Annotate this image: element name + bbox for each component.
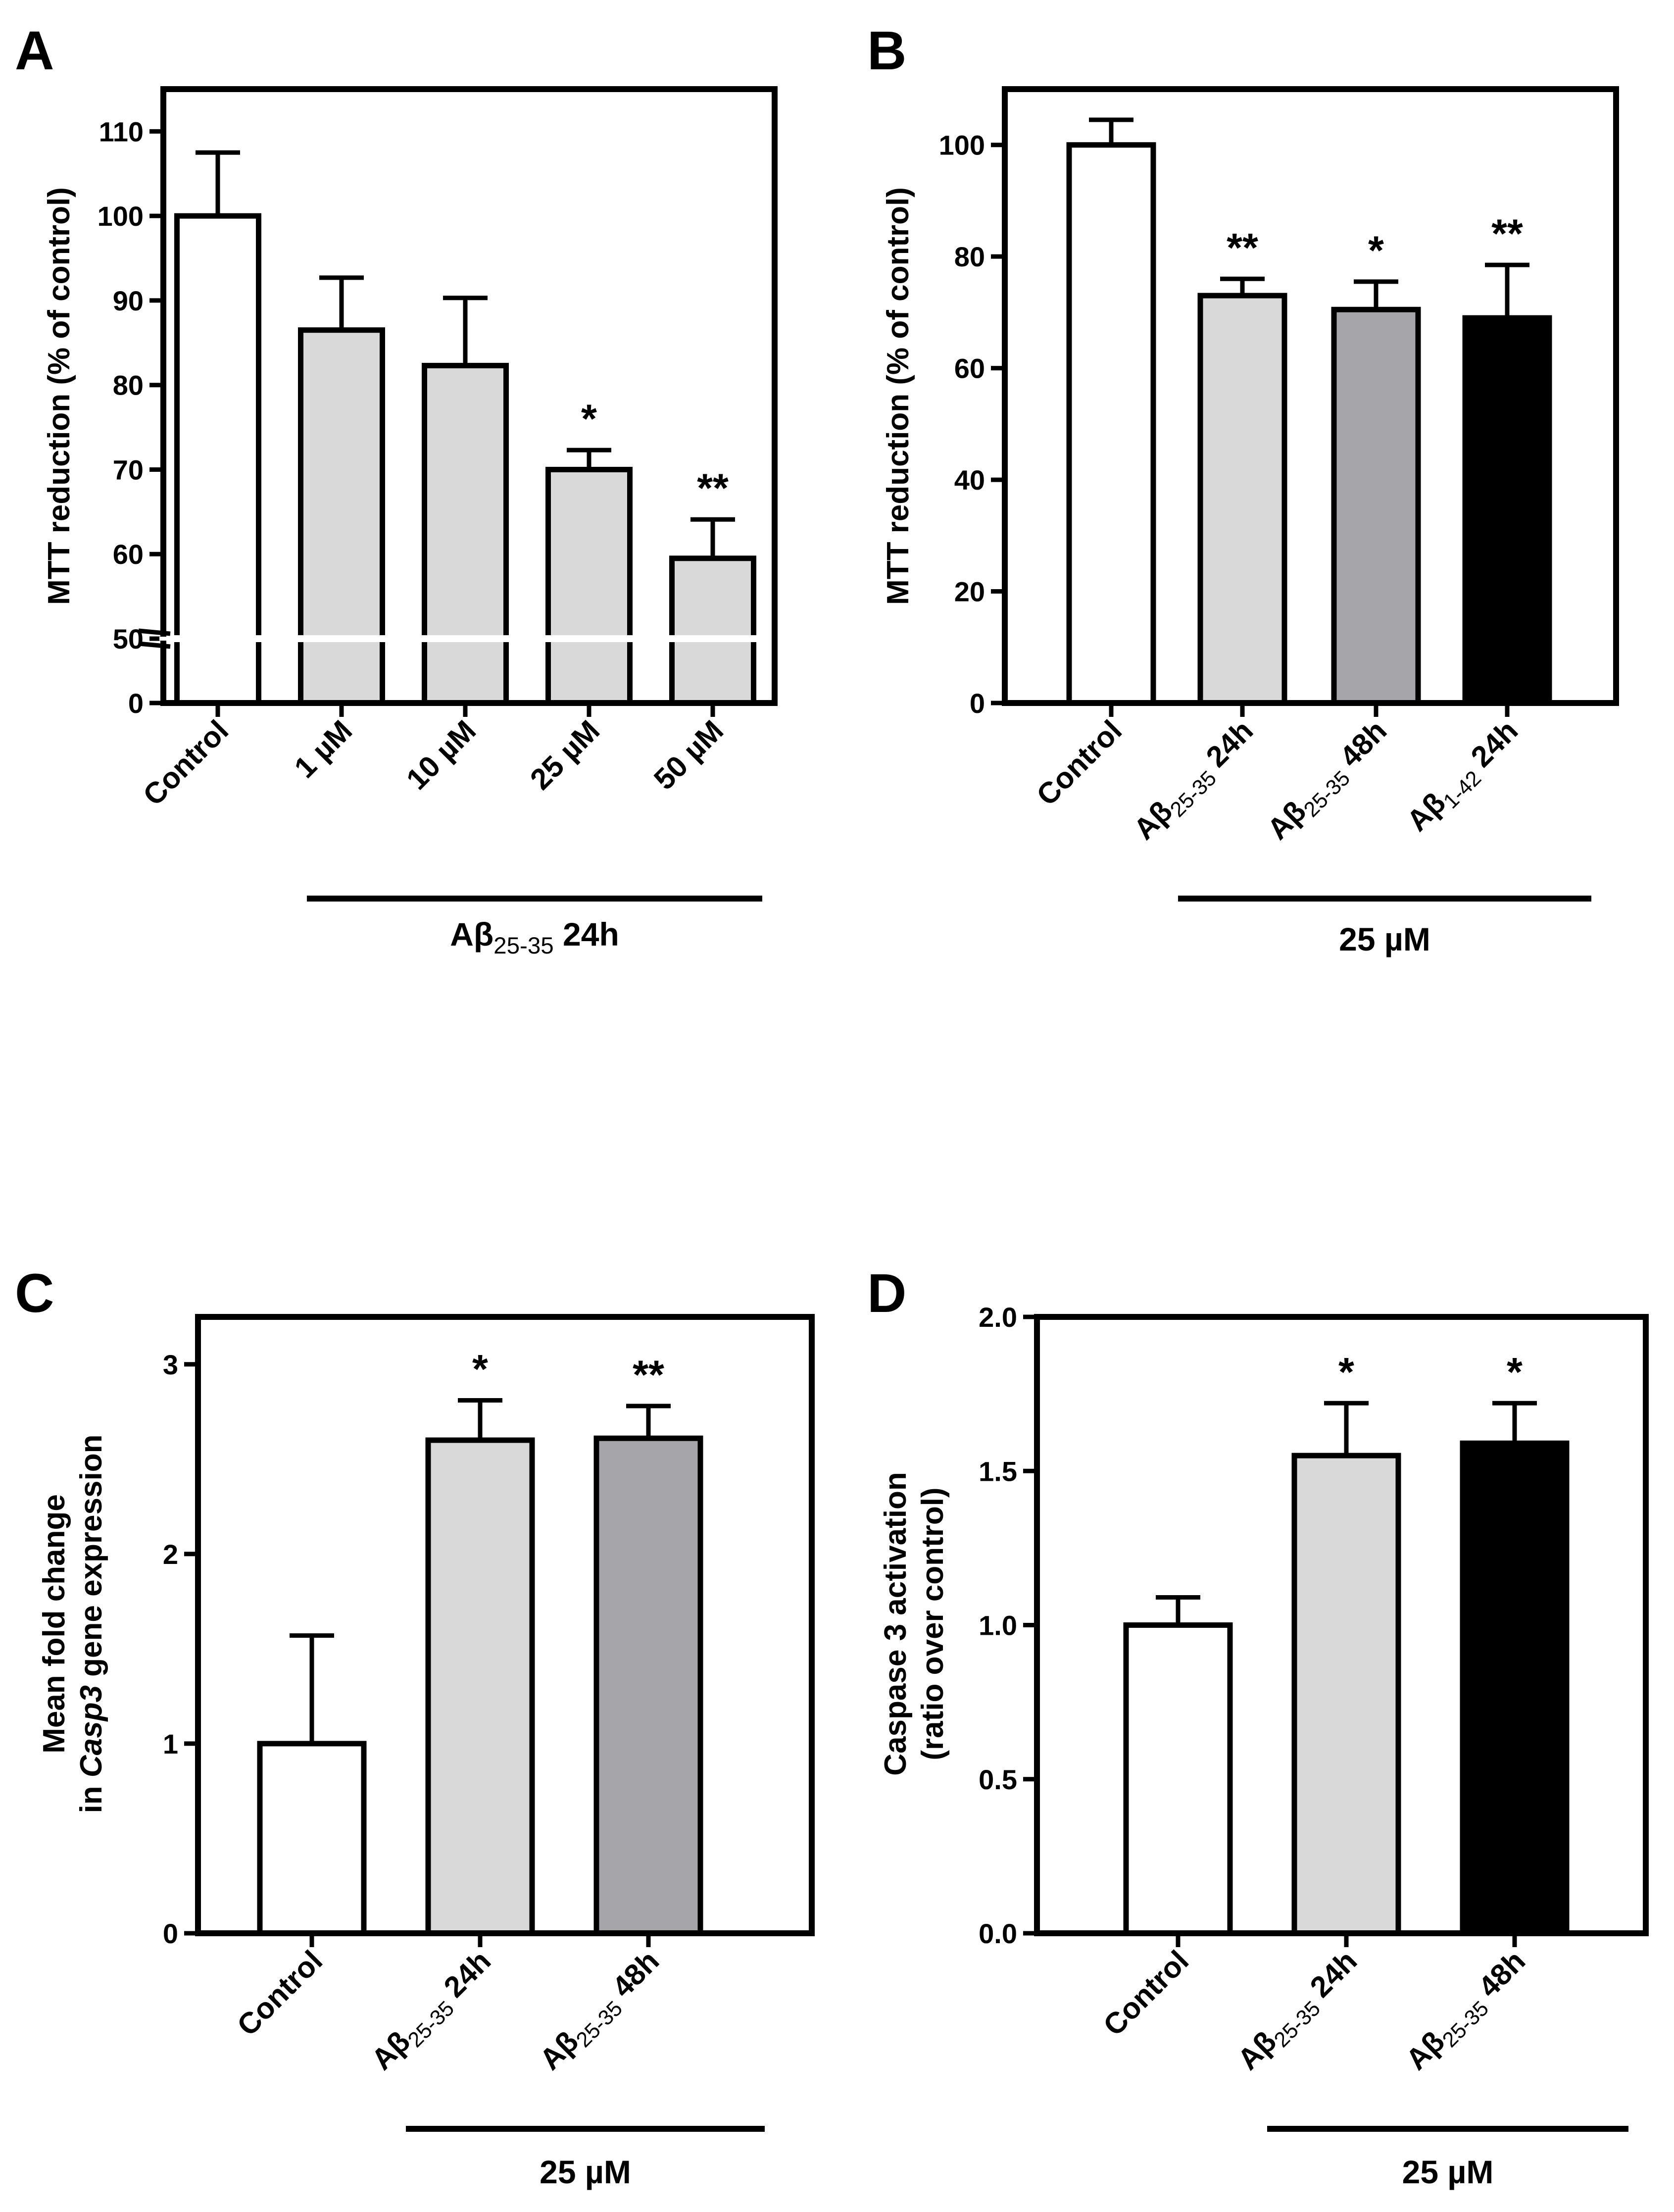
panel-letter-d: D: [867, 1263, 906, 1324]
y-tick-label: 80: [954, 241, 985, 272]
x-category-label: Control: [1097, 1944, 1195, 2042]
x-category-label: Aβ25-35 24h: [365, 1944, 501, 2080]
y-tick-label: 40: [954, 464, 985, 496]
panel-d: * * 0.0 0.5 1.0 1.5 2.0 Caspase 3 activation (ra…: [879, 1302, 1649, 2190]
y-tick-label: 110: [99, 116, 144, 147]
y-axis-label: MTT reduction (% of control): [42, 187, 76, 605]
bar: [1197, 293, 1287, 706]
axis-break-mark: [138, 628, 171, 636]
y-tick-label: 1.0: [979, 1610, 1017, 1641]
y-tick-label: 0.0: [979, 1918, 1017, 1949]
y-tick-label: 0.5: [979, 1764, 1017, 1795]
panel-letter-a: A: [15, 20, 54, 81]
y-tick-label: 1.5: [979, 1456, 1017, 1487]
x-category-label: 50 µM: [647, 714, 730, 796]
significance-marker: *: [1368, 228, 1384, 273]
bar: [298, 327, 385, 706]
bar: [593, 1435, 703, 1936]
y-tick-label: 2.0: [979, 1302, 1017, 1333]
y-tick-label: 100: [939, 130, 985, 161]
bar: [425, 1437, 535, 1936]
significance-marker: *: [472, 1347, 488, 1392]
x-category-label: 10 µM: [400, 714, 482, 796]
y-tick-label: 0: [970, 688, 985, 719]
x-category-label: Control: [231, 1944, 329, 2042]
y-tick-label: 90: [113, 285, 144, 316]
y-tick-label: 60: [954, 353, 985, 384]
bar: [545, 466, 633, 706]
x-category-label: Aβ25-35 48h: [1261, 714, 1397, 850]
group-label: 25 µM: [540, 2154, 631, 2190]
y-tick-label: 70: [113, 454, 144, 485]
panel-letter-b: B: [867, 20, 906, 81]
plot-frame: [160, 86, 778, 706]
y-tick-label: 0: [163, 1918, 178, 1949]
bar: [1460, 1440, 1570, 1936]
x-category-label: Aβ25-35 48h: [533, 1944, 669, 2080]
significance-marker: *: [581, 397, 597, 442]
y-tick-label: 100: [98, 201, 144, 232]
group-label: Aβ25-35 24h: [450, 916, 619, 959]
x-category-label: 1 µM: [288, 714, 359, 785]
y-axis-label: Caspase 3 activation: [879, 1472, 913, 1775]
y-tick-label: 20: [954, 576, 985, 607]
plot-frame: [1002, 86, 1619, 706]
x-category-label: Aβ25-35 24h: [1127, 714, 1263, 850]
significance-marker: **: [697, 466, 729, 511]
significance-marker: *: [1338, 1350, 1354, 1395]
x-category-label: Aβ25-35 48h: [1399, 1944, 1535, 2080]
bar: [174, 213, 261, 706]
bar: [257, 1741, 367, 1936]
significance-marker: **: [1491, 211, 1523, 256]
y-axis-label: MTT reduction (% of control): [881, 187, 915, 605]
y-axis-label: (ratio over control): [916, 1487, 950, 1760]
group-label: 25 µM: [1402, 2154, 1494, 2190]
y-tick-label: 80: [113, 370, 144, 401]
x-category-label: 25 µM: [524, 714, 606, 796]
bar: [1123, 1622, 1233, 1936]
plot-frame: [195, 1314, 815, 1936]
bar: [422, 362, 509, 706]
x-category-label: Aβ25-35 24h: [1231, 1944, 1367, 2080]
y-axis-label: in Casp3 gene expression: [74, 1435, 108, 1813]
x-category-label: Aβ1-42 24h: [1400, 714, 1528, 842]
y-tick-label: 50: [113, 623, 144, 654]
y-tick-label: 0: [128, 688, 144, 719]
bar: [1331, 306, 1421, 706]
axis-break-mark: [138, 641, 171, 649]
y-axis-label: Mean fold change: [37, 1494, 71, 1754]
axis-break-gap: [159, 637, 167, 641]
y-tick-label: 60: [113, 539, 144, 570]
x-category-label: Control: [1030, 714, 1128, 812]
significance-marker: *: [1507, 1350, 1523, 1395]
group-label: 25 µM: [1339, 921, 1430, 957]
y-tick-label: 2: [163, 1539, 178, 1570]
significance-marker: **: [1227, 225, 1258, 270]
bar: [1291, 1453, 1401, 1936]
bar: [1066, 142, 1156, 706]
y-tick-label: 1: [163, 1728, 178, 1760]
x-category-label: Control: [137, 714, 235, 812]
bar: [1462, 315, 1552, 706]
significance-marker: **: [633, 1353, 664, 1398]
panel-letter-c: C: [15, 1263, 54, 1324]
bar: [669, 555, 756, 706]
y-tick-label: 3: [163, 1349, 178, 1380]
